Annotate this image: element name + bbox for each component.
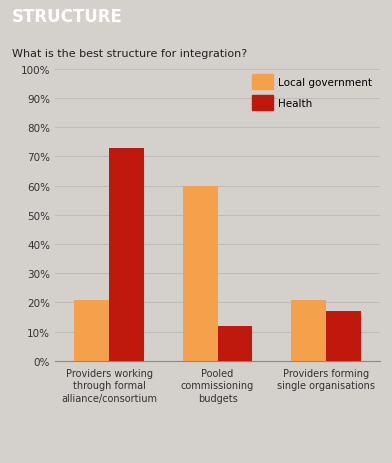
Bar: [291, 300, 326, 361]
Bar: [326, 312, 361, 361]
Bar: [183, 186, 218, 361]
Bar: [218, 326, 252, 361]
Legend: Local government, Health: Local government, Health: [249, 72, 375, 113]
Text: STRUCTURE: STRUCTURE: [12, 8, 123, 26]
Bar: [74, 300, 109, 361]
Bar: [109, 148, 144, 361]
Text: What is the best structure for integration?: What is the best structure for integrati…: [12, 49, 247, 59]
